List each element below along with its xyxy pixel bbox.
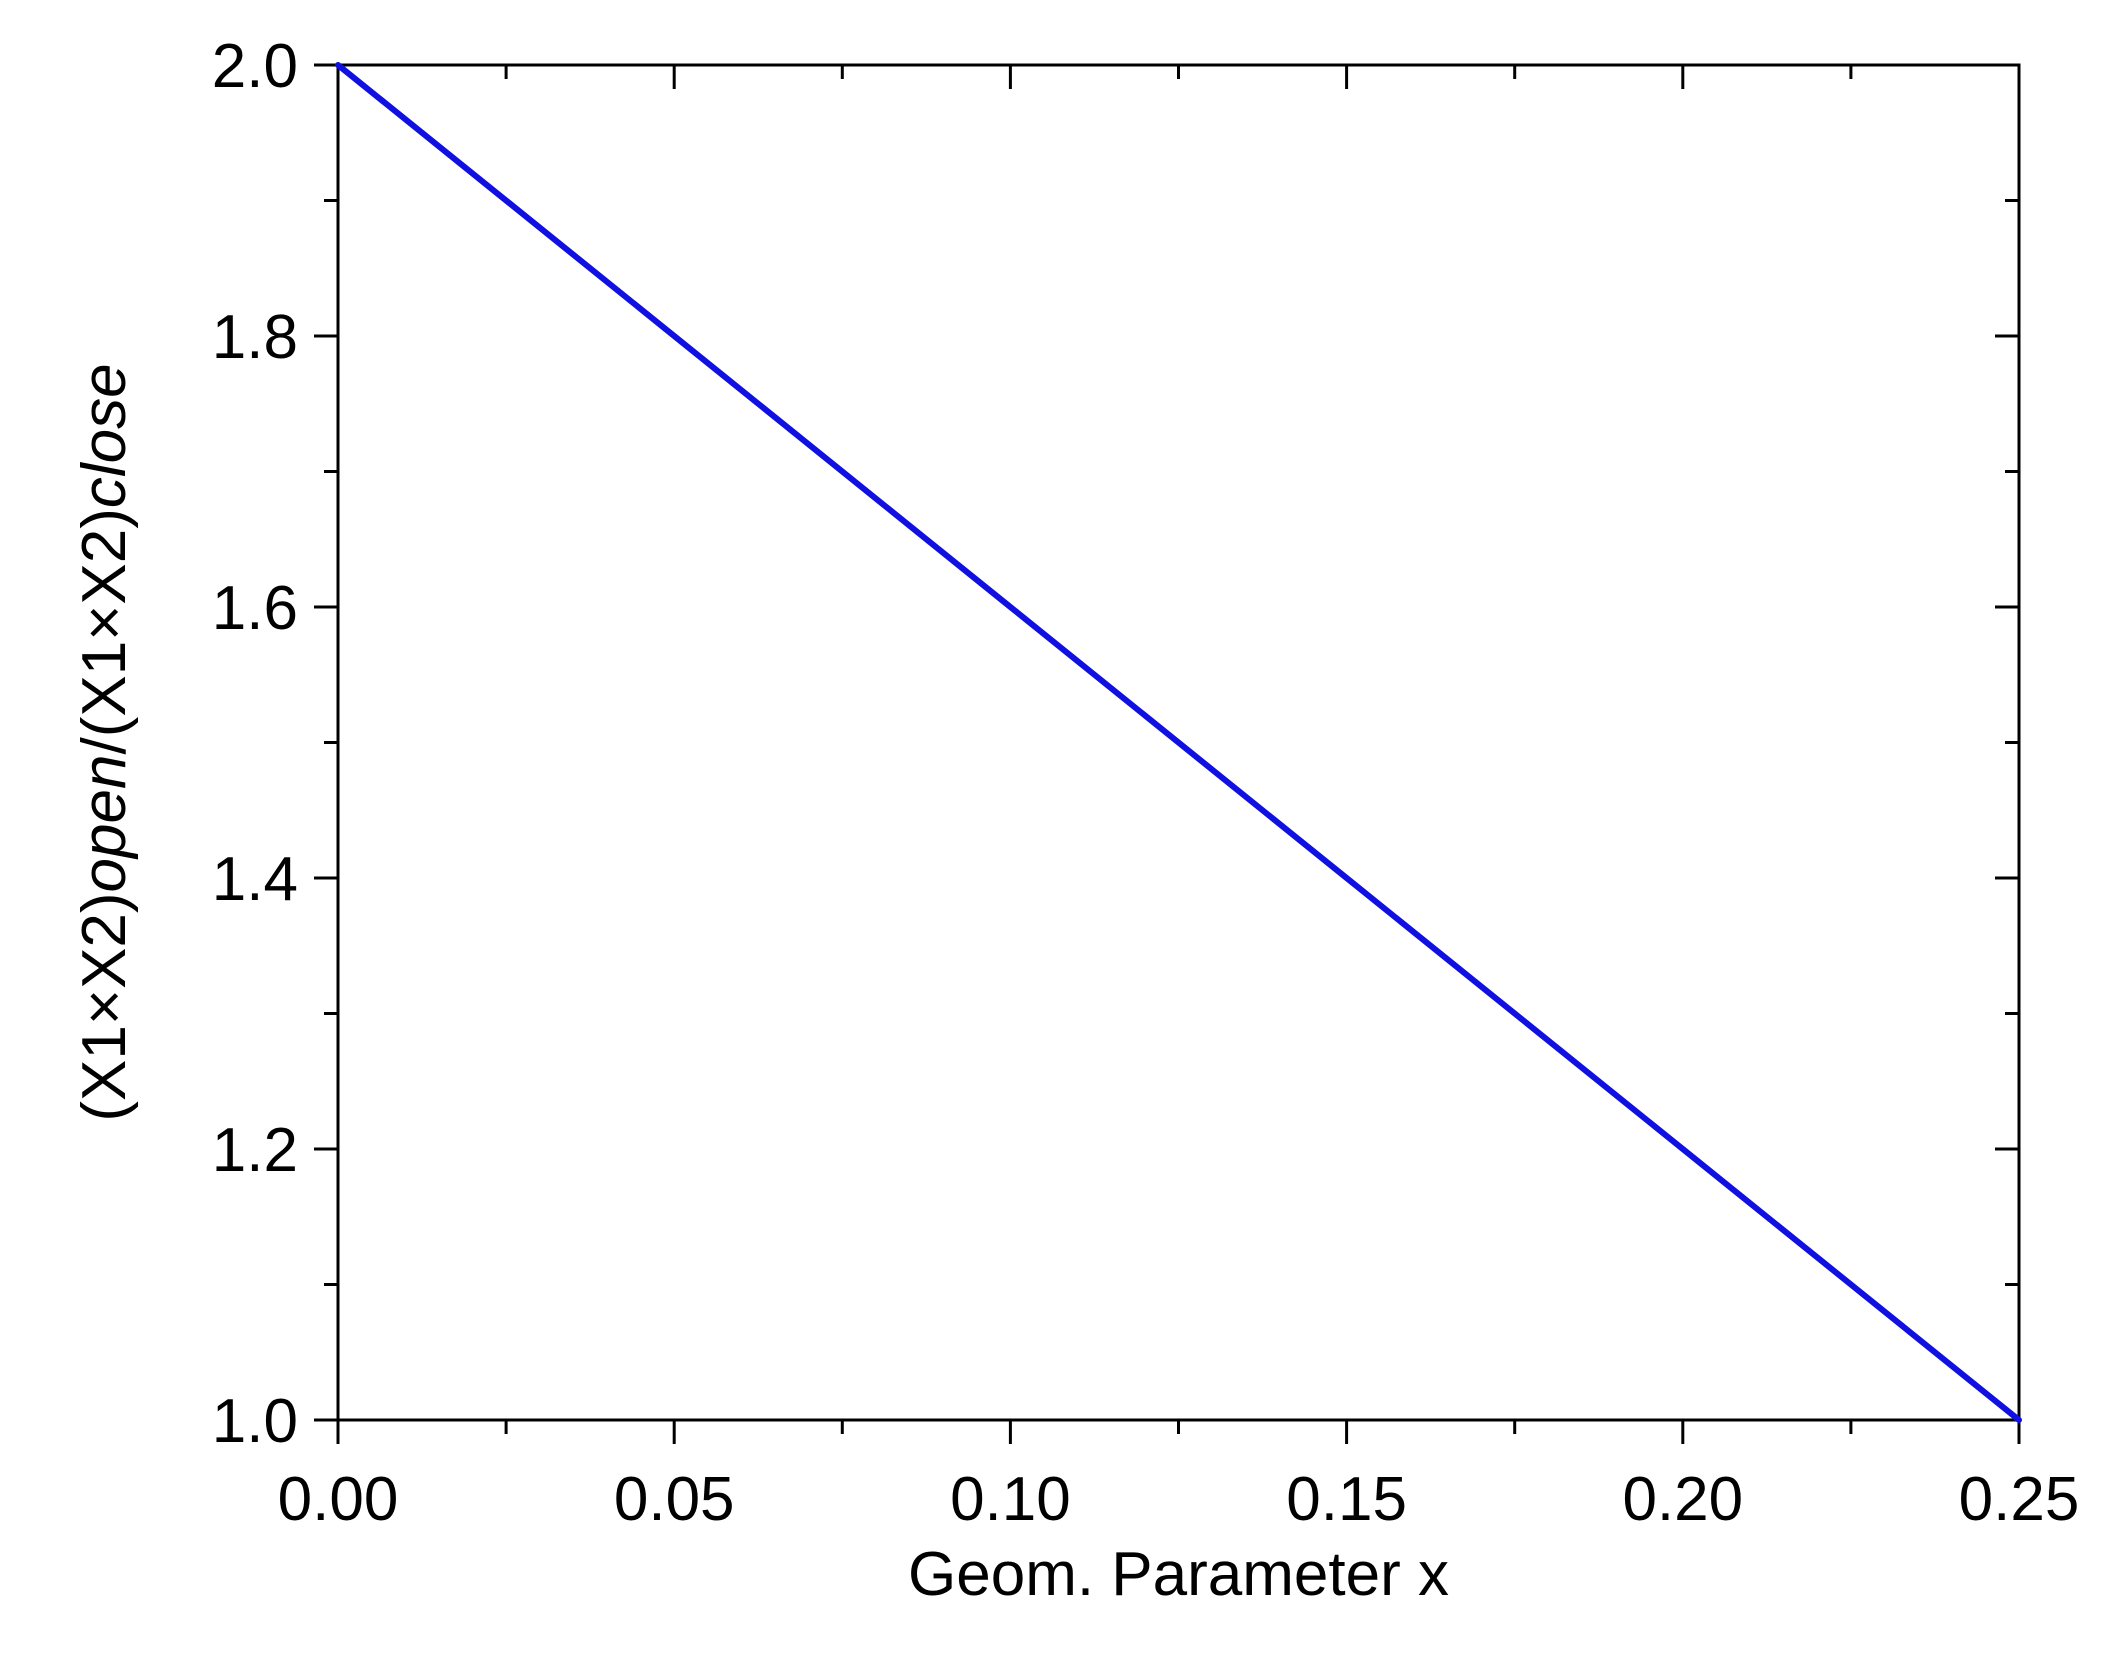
y-tick-label: 1.8 [212,303,298,372]
y-axis-title-segment: /(X1×X2) [70,508,139,754]
x-axis: 0.00 0.05 0.10 0.15 0.20 0.25 [278,65,2080,1534]
y-tick-label: 1.6 [212,574,298,643]
y-axis-title-segment: close [70,363,139,508]
x-tick-label: 0.00 [278,1465,399,1534]
series-line [335,62,2022,1423]
series-layer [335,62,2022,1423]
y-axis-title-segment: (X1×X2) [70,892,139,1121]
y-tick-label: 1.4 [212,845,298,914]
y-tick-label: 1.2 [212,1116,298,1185]
x-tick-label: 0.10 [950,1465,1071,1534]
y-axis-title-segment: open [70,755,139,893]
x-tick-label: 0.05 [614,1465,735,1534]
x-axis-title: Geom. Parameter x [908,1540,1449,1609]
y-tick-label: 1.0 [212,1387,298,1456]
x-tick-label: 0.15 [1286,1465,1407,1534]
y-tick-label: 2.0 [212,32,298,101]
y-axis-title: (X1×X2)open/(X1×X2)close [70,363,139,1121]
x-tick-label: 0.25 [1959,1465,2080,1534]
x-tick-label: 0.20 [1622,1465,1743,1534]
y-axis: 1.0 1.2 1.4 1.6 1.8 2.0 [212,32,2019,1456]
